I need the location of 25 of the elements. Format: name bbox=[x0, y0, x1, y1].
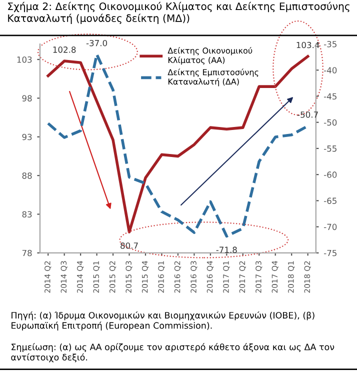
y-tick-label: 93 bbox=[22, 134, 32, 140]
data-label: -71.8 bbox=[216, 246, 237, 253]
text: Πηγή: (α) Ίδρυμα Οικονομικών και Βιομηχανικών Ερευνών (ΙΟΒΕ), (β) Ευρωπαϊκή Επιτροπή (European Commission). bbox=[12, 311, 314, 330]
y2-tick-label: -45 bbox=[324, 93, 336, 100]
chart-title: Σχήμα 2: Δείκτης Οικονομικού Κλίματος και Δείκτης Εμπιστοσύνης Καταναλωτή (μονάδες δείκτη (ΜΔ)) bbox=[8, 2, 350, 24]
data-label: 102.8 bbox=[53, 46, 76, 53]
text: Σημείωση: (α) ως ΑΑ ορίζουμε τον αριστερό κάθετο άξονα και ως ΔΑ τον αντίστοιχο δεξιό. bbox=[11, 343, 334, 362]
data-label: -50.7 bbox=[297, 111, 318, 118]
y2-tick-label: -75 bbox=[324, 250, 336, 256]
y-tick-label: 103 bbox=[17, 56, 32, 63]
y2-tick-label: -50 bbox=[324, 119, 337, 126]
y2-tick-label: -40 bbox=[324, 67, 337, 74]
y2-tick-label: -55 bbox=[324, 146, 336, 152]
legend-label: Δείκτης Εμπιστοσύνης Καταναλωτή (ΔΑ) bbox=[168, 68, 258, 86]
y-tick-label: 88 bbox=[22, 172, 32, 179]
y-tick-label: 98 bbox=[22, 95, 32, 102]
y2-tick-label: -60 bbox=[324, 172, 337, 178]
y-tick-label: 83 bbox=[22, 211, 32, 218]
data-label: -37.0 bbox=[86, 40, 108, 46]
data-label: 80.7 bbox=[120, 242, 138, 249]
y-tick-label: 78 bbox=[22, 250, 32, 256]
y2-tick-label: -35 bbox=[324, 40, 336, 48]
legend-label: Δείκτης Οικονομικού Κλίματος (ΑΑ) bbox=[168, 47, 252, 65]
y2-tick-label: -65 bbox=[324, 198, 336, 204]
y2-tick-label: -70 bbox=[324, 224, 337, 230]
